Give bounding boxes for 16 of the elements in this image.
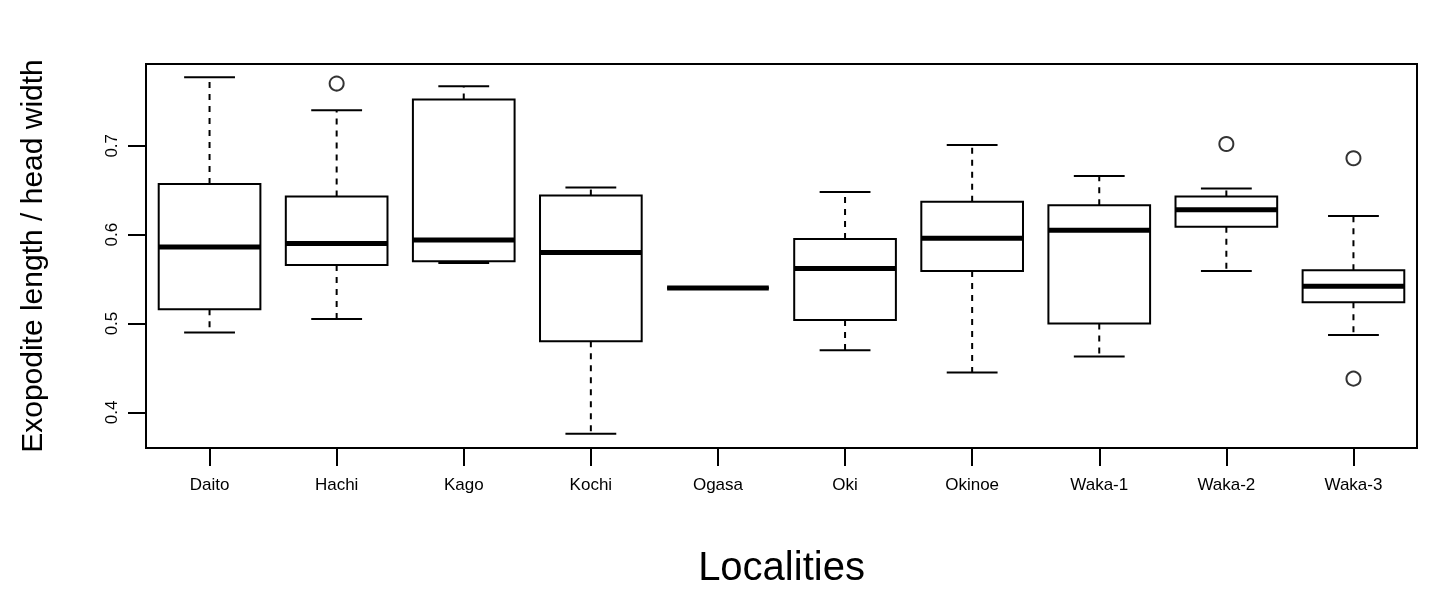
x-tick-label: Waka-2 <box>1197 475 1256 494</box>
x-tick-label: Waka-1 <box>1070 475 1129 494</box>
x-tick-label: Hachi <box>314 475 359 494</box>
y-tick-label: 0.5 <box>102 311 121 336</box>
x-tick-label: Ogasa <box>692 475 744 494</box>
y-tick-label: 0.4 <box>102 400 121 425</box>
x-tick-label: Waka-3 <box>1324 475 1383 494</box>
y-tick-label: 0.7 <box>102 133 121 158</box>
x-tick-label: Daito <box>189 475 230 494</box>
x-tick-label: Okinoe <box>945 475 1000 494</box>
x-axis-title: Localities <box>698 544 865 588</box>
y-tick-label: 0.6 <box>102 222 121 247</box>
x-tick-label: Kago <box>443 475 484 494</box>
x-tick-label: Oki <box>832 475 858 494</box>
x-tick-label: Kochi <box>569 475 613 494</box>
y-axis-title: Exopodite length / head width <box>14 59 48 453</box>
